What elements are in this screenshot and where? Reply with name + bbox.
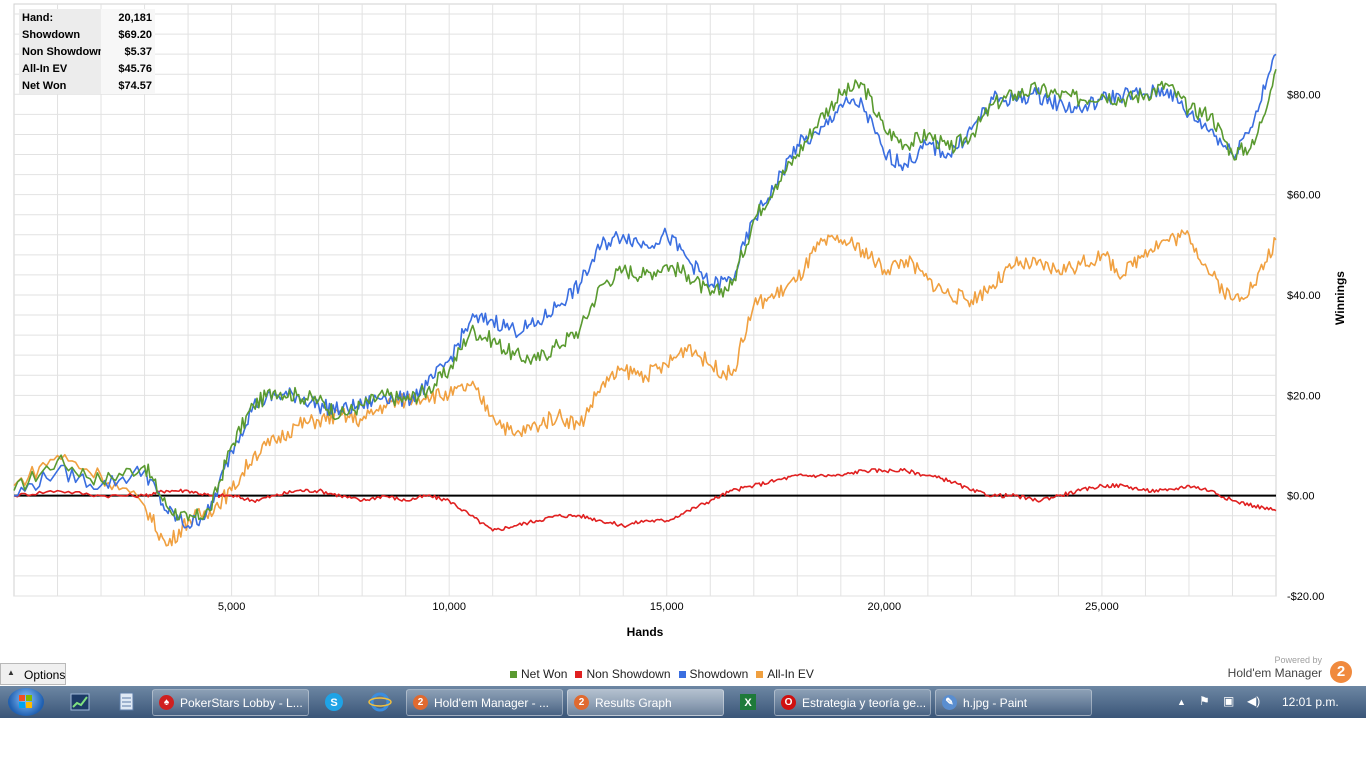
series-line-non-showdown — [13, 467, 1277, 532]
action-center-flag-icon[interactable]: ⚑ — [1199, 694, 1210, 708]
stats-row-showdown: Showdown $69.20 — [19, 26, 155, 43]
x-tick-label: 10,000 — [432, 601, 466, 613]
pokerstars-icon: ♠ — [159, 695, 174, 710]
stats-label: Net Won — [22, 79, 67, 92]
series-line-all-in-ev — [13, 229, 1277, 547]
stats-row-hand: Hand: 20,181 — [19, 9, 155, 26]
stats-row-allin-ev: All-In EV $45.76 — [19, 60, 155, 77]
opera-icon: O — [781, 695, 796, 710]
stats-row-net-won: Net Won $74.57 — [19, 77, 155, 94]
paint-icon: ✎ — [942, 695, 957, 710]
x-tick-label: 5,000 — [218, 601, 246, 613]
chart-app-icon[interactable] — [68, 691, 92, 713]
taskbar-button-results-graph[interactable]: 2 Results Graph — [567, 689, 724, 716]
stats-panel: Hand: 20,181 Showdown $69.20 Non Showdown $… — [19, 9, 155, 94]
notepad-icon[interactable] — [114, 691, 138, 713]
series-line-net-won — [13, 68, 1277, 522]
legend-swatch — [678, 670, 686, 678]
legend-swatch — [756, 670, 764, 678]
stats-value: $69.20 — [101, 26, 155, 43]
brand-block: Powered by Hold'em Manager — [1228, 655, 1322, 680]
y-tick-label: $40.00 — [1287, 290, 1321, 302]
internet-explorer-icon[interactable] — [368, 691, 392, 713]
svg-text:X: X — [744, 697, 752, 709]
svg-text:S: S — [330, 697, 337, 709]
taskbar-button-label: Hold'em Manager - ... — [434, 696, 550, 710]
results-graph: 5,000 10,000 15,000 20,000 25,000 -$20.00 $0.0… — [13, 3, 1347, 639]
legend-item[interactable]: Net Won — [510, 667, 567, 681]
clock[interactable]: 12:01 p.m. — [1282, 695, 1339, 709]
taskbar-button-holdem-manager[interactable]: 2 Hold'em Manager - ... — [406, 689, 563, 716]
chevron-up-icon: ▲ — [7, 668, 15, 677]
network-icon[interactable]: ▣ — [1223, 694, 1235, 708]
stats-label: All-In EV — [22, 62, 68, 75]
y-tick-label: $60.00 — [1287, 190, 1321, 202]
taskbar-button-label: PokerStars Lobby - L... — [180, 696, 303, 710]
taskbar-button-paint[interactable]: ✎ h.jpg - Paint — [935, 689, 1092, 716]
y-tick-label: $80.00 — [1287, 89, 1321, 101]
y-tick-label: -$20.00 — [1287, 591, 1324, 603]
legend-item[interactable]: Non Showdown — [575, 667, 671, 681]
legend-swatch — [510, 670, 517, 678]
x-axis-label: Hands — [627, 625, 664, 639]
x-tick-label: 25,000 — [1085, 601, 1119, 613]
stats-value: $45.76 — [101, 60, 155, 77]
brand-name: Hold'em Manager — [1227, 666, 1322, 680]
taskbar-button-label: h.jpg - Paint — [963, 696, 1028, 710]
taskbar-button-opera[interactable]: O Estrategia y teoría ge... — [774, 689, 931, 716]
x-tick-label: 20,000 — [868, 601, 902, 613]
options-label: Options — [24, 668, 66, 682]
chart-series — [13, 53, 1277, 547]
stats-label: Non Showdown — [22, 45, 101, 58]
stats-value: 20,181 — [101, 9, 155, 26]
y-tick-label: $0.00 — [1287, 491, 1315, 503]
legend-label: All-In EV — [767, 667, 814, 681]
options-button[interactable]: ▲ Options — [0, 663, 66, 685]
holdem-manager-icon: 2 — [413, 695, 428, 710]
powered-by-text: Powered by — [1274, 655, 1322, 665]
y-axis-label: Winnings — [1333, 271, 1347, 325]
legend-item[interactable]: All-In EV — [756, 667, 814, 681]
windows-logo-icon — [19, 695, 33, 709]
legend-label: Non Showdown — [586, 667, 671, 681]
holdem-manager-icon: 2 — [574, 695, 589, 710]
taskbar-button-label: Estrategia y teoría ge... — [802, 696, 926, 710]
start-button[interactable] — [8, 688, 44, 716]
taskbar-button-pokerstars[interactable]: ♠ PokerStars Lobby - L... — [152, 689, 309, 716]
plot-area — [13, 3, 1277, 597]
page-background-bottom — [0, 718, 1366, 768]
taskbar-button-label: Results Graph — [595, 696, 672, 710]
show-hidden-icons-icon[interactable]: ▲ — [1177, 697, 1186, 707]
stats-label: Hand: — [22, 11, 54, 24]
legend-swatch — [575, 670, 583, 678]
x-tick-label: 15,000 — [650, 601, 684, 613]
excel-icon[interactable]: X — [736, 691, 760, 713]
stats-value: $5.37 — [101, 43, 155, 60]
legend-label: Net Won — [521, 667, 568, 681]
chart-ticks: 5,000 10,000 15,000 20,000 25,000 -$20.00 $0.0… — [218, 89, 1324, 613]
stats-label: Showdown — [22, 28, 81, 41]
stats-value: $74.57 — [101, 77, 155, 94]
y-tick-label: $20.00 — [1287, 390, 1321, 402]
stats-row-non-showdown: Non Showdown $5.37 — [19, 43, 155, 60]
holdem-manager-logo-icon: 2 — [1330, 661, 1352, 683]
legend-item[interactable]: Showdown — [678, 667, 749, 681]
chart-legend: Net Won Non Showdown Showdown All-In EV — [510, 667, 814, 681]
legend-label: Showdown — [689, 667, 749, 681]
volume-icon[interactable]: ◀) — [1247, 694, 1261, 708]
skype-icon[interactable]: S — [322, 691, 346, 713]
chart-grid — [13, 3, 1277, 597]
